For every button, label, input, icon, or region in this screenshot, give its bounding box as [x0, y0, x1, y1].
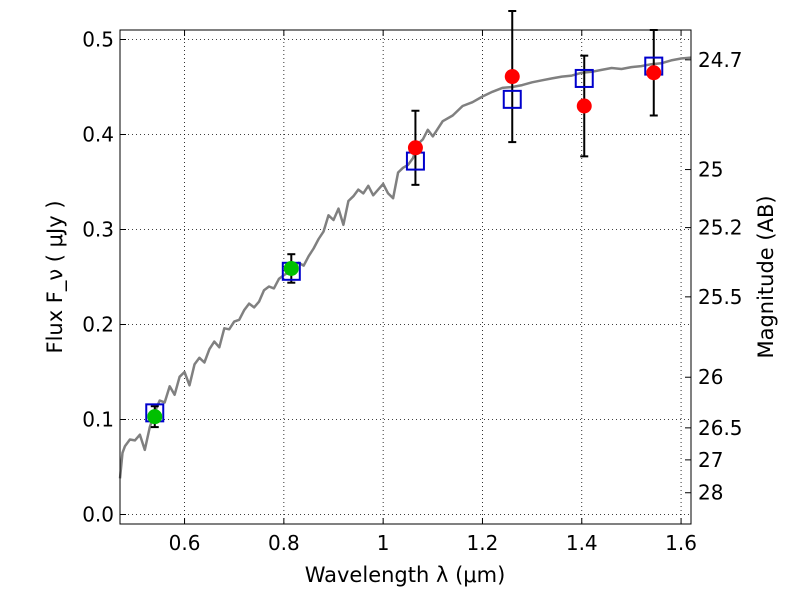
- plot-area: [118, 10, 692, 479]
- y2-tick-label: 26: [698, 365, 723, 389]
- model-photometry-square: [574, 68, 594, 88]
- x-tick-label: 1.6: [665, 531, 697, 555]
- data-point: [646, 65, 662, 81]
- y-tick-label: 0.1: [82, 408, 114, 432]
- x-tick-label: 0.8: [268, 531, 300, 555]
- x-tick-label: 0.6: [169, 531, 201, 555]
- model-photometry-square: [502, 89, 522, 109]
- y2-axis-title: Magnitude (AB): [754, 195, 778, 358]
- y-tick-label: 0.0: [82, 503, 114, 527]
- y2-tick-label: 26.5: [698, 416, 743, 440]
- data-point: [576, 98, 592, 114]
- y2-tick-label: 25.5: [698, 285, 743, 309]
- y-tick-label: 0.4: [82, 123, 114, 147]
- y2-tick-label: 27: [698, 448, 723, 472]
- x-axis-title: Wavelength λ (μm): [305, 563, 506, 587]
- sed-model-line: [118, 56, 692, 479]
- data-point: [407, 140, 423, 156]
- data-point: [283, 260, 299, 276]
- axes-frame: [119, 29, 692, 525]
- x-tick-label: 1: [377, 531, 390, 555]
- y-tick-label: 0.3: [82, 218, 114, 242]
- y-axis-title: Flux F_ν ( μJy ): [43, 200, 68, 353]
- y2-tick-label: 25: [698, 158, 723, 182]
- y2-tick-label: 28: [698, 481, 723, 505]
- y2-tick-label: 25.2: [698, 216, 743, 240]
- y-tick-label: 0.2: [82, 313, 114, 337]
- data-point: [147, 409, 163, 425]
- axis-ticks: 0.6 0.8 1 1.2 1.4 1.6 0.0 0.1 0.2 0.3 0.4 0.5 24.7 25…: [82, 28, 742, 556]
- x-tick-label: 1.2: [467, 531, 499, 555]
- y2-tick-label: 24.7: [698, 48, 743, 72]
- y-tick-label: 0.5: [82, 28, 114, 52]
- x-tick-label: 1.4: [566, 531, 598, 555]
- data-point: [504, 69, 520, 85]
